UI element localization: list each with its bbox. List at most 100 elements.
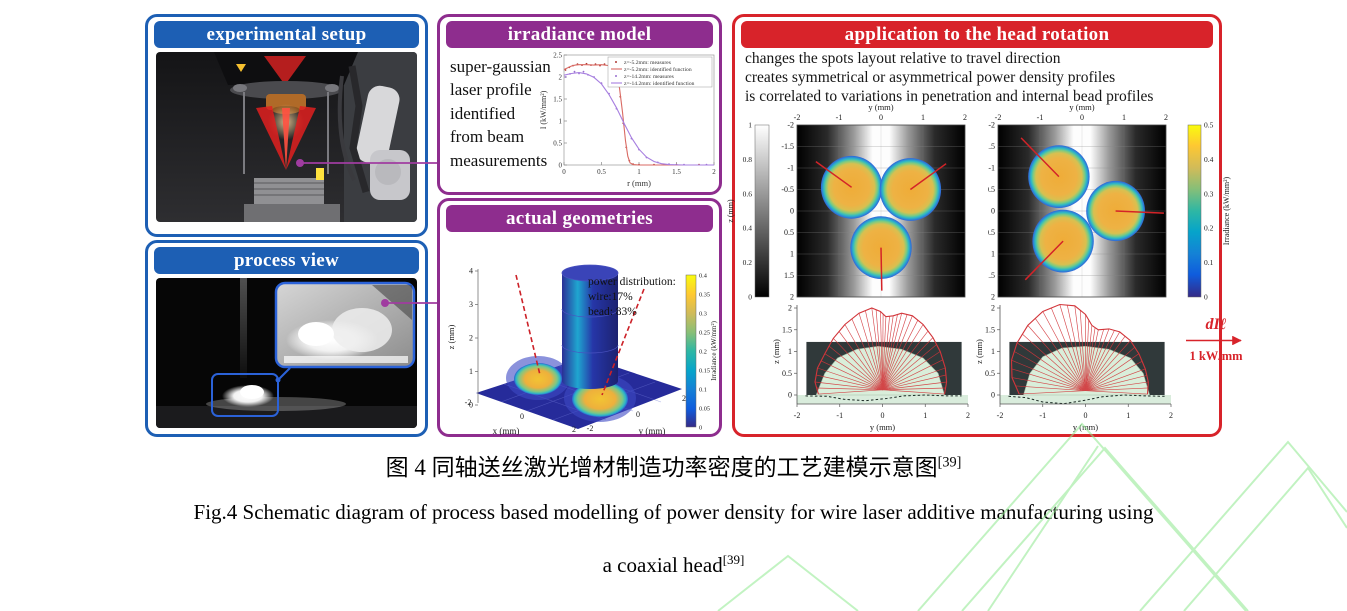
surface-3d [476,356,682,429]
svg-text:0: 0 [1084,411,1088,420]
geo-colorbar-ticks: 0 0.05 0.1 0.15 0.2 0.25 0.3 0.35 0.4 [699,272,710,431]
svg-text:0: 0 [879,113,883,122]
legend-entry: z=-14.2mm: measures [624,74,674,80]
power-rose-hatch [1011,304,1149,395]
svg-text:1: 1 [923,411,927,420]
svg-text:1: 1 [1122,113,1126,122]
svg-text:2: 2 [966,411,970,420]
laser-axis-lines [515,274,645,396]
laser-spot [572,381,628,417]
svg-text:-1.5: -1.5 [988,142,995,151]
svg-text:1: 1 [991,250,995,259]
power-rose-hatch [814,307,947,395]
colorbar [754,124,770,298]
irradiance-chart-svg: 0 0.5 1 1.5 2 0 0.5 1 1.5 2 2.5 r (mm) I (kW/mm²) z=-… [539,52,716,189]
svg-text:Irradiance (kW/mm²): Irradiance (kW/mm²) [1222,176,1231,245]
beam-direction-line [1020,137,1060,178]
z-axis [475,269,479,406]
laser-spot [1086,180,1145,242]
svg-text:0: 0 [991,391,995,400]
beam-direction-line [880,247,883,291]
bullet-line: changes the spots layout relative to tra… [745,50,1061,67]
z-tick: 2 [469,334,473,343]
z-tick: 3 [469,300,473,309]
scale-numerator: dIℓ [1205,316,1227,333]
svg-text:0: 0 [1204,293,1208,302]
svg-text:y (mm): y (mm) [870,422,895,432]
legend-entry: z=-5.2mm: identified function [624,66,692,73]
geometry-3d-plot: 0 1 2 3 4 z (mm) -2 0 2 2 0 -2 x (mm) y … [446,264,718,435]
svg-text:0: 0 [562,168,566,176]
photo-nozzle [266,94,306,110]
svg-text:-0.5: -0.5 [781,185,794,194]
wire-share-label: wire:17% [588,291,633,303]
svg-text:1.5: 1.5 [782,325,792,334]
panel-actual-geometries: actual geometries [437,198,722,437]
svg-text:0.4: 0.4 [743,224,753,233]
bead-profile-left-svg: -2 -1 0 1 2 y (mm) 0 0.5 1 1.5 2 z (mm) [772,304,970,433]
bead-share-label: bead: 83% [588,306,637,318]
head-rotation-bullets: changes the spots layout relative to tra… [745,50,1219,107]
panel-actual-geometries-title: actual geometries [446,205,713,232]
panel-process-view-title: process view [154,247,419,274]
power-rose-outline [1010,303,1149,395]
svg-text:0: 0 [991,207,995,216]
laser-spot [514,363,562,395]
process-view-inset [274,281,416,369]
svg-text:-2: -2 [995,113,1002,122]
svg-text:0.1: 0.1 [699,386,707,393]
svg-text:y (mm): y (mm) [868,102,893,112]
svg-text:1: 1 [788,347,792,356]
x-axis-label: x (mm) [493,426,520,435]
svg-text:0.5: 0.5 [985,369,995,378]
svg-text:1.5: 1.5 [672,168,681,176]
laser-beams [256,106,316,170]
laser-spot [820,155,883,219]
scale-arrow-icon [1186,335,1242,346]
svg-text:0.15: 0.15 [699,367,710,374]
beam-direction-line [1115,210,1164,214]
caption-en-line2-text: a coaxial head [602,553,723,577]
svg-text:0.4: 0.4 [1204,155,1214,164]
svg-text:0: 0 [559,162,563,170]
svg-text:1: 1 [921,113,925,122]
svg-text:1: 1 [559,118,563,126]
bullet-line: creates symmetrical or asymmetrical powe… [745,68,1116,86]
caption-zh-text: 图 4 同轴送丝激光增材制造功率密度的工艺建模示意图 [385,455,938,480]
power-distribution-label: power distribution: [588,276,676,288]
caption-en-ref: [39] [722,552,745,567]
svg-text:0.5: 0.5 [782,369,792,378]
experimental-setup-photo [156,52,417,222]
svg-text:0.3: 0.3 [1204,189,1214,198]
z-axis-label: z (mm) [446,324,456,349]
svg-text:2: 2 [790,293,794,302]
legend-entry: z=-14.2mm: identified function [624,80,695,87]
z-tick: 0 [469,401,473,410]
svg-text:0: 0 [748,293,752,302]
caption-zh: 图 4 同轴送丝激光增材制造功率密度的工艺建模示意图[39] [0,448,1347,482]
svg-text:r (mm): r (mm) [627,178,651,188]
svg-text:I (kW/mm²): I (kW/mm²) [539,90,548,129]
svg-text:2: 2 [991,304,995,313]
svg-text:-1: -1 [988,164,995,173]
panel-experimental-setup: experimental setup [145,14,428,237]
svg-text:-2: -2 [794,113,801,122]
svg-text:-1: -1 [836,411,843,420]
svg-text:0.05: 0.05 [699,405,710,412]
panel-irradiance-model-title: irradiance model [446,21,713,48]
svg-text:-1: -1 [836,113,843,122]
svg-text:-1.5: -1.5 [781,142,794,151]
beam-direction-line [815,160,853,188]
caption-en-line2: a coaxial head[39] [0,552,1347,578]
wire-cylinder [561,264,619,389]
svg-text:2: 2 [991,293,995,302]
svg-text:y (mm): y (mm) [1069,102,1094,112]
svg-text:-2: -2 [988,121,995,130]
svg-text:1.5: 1.5 [784,271,794,280]
svg-text:2.5: 2.5 [553,52,562,60]
svg-text:z (mm): z (mm) [975,339,984,364]
panel-head-rotation-title: application to the head rotation [741,21,1213,48]
